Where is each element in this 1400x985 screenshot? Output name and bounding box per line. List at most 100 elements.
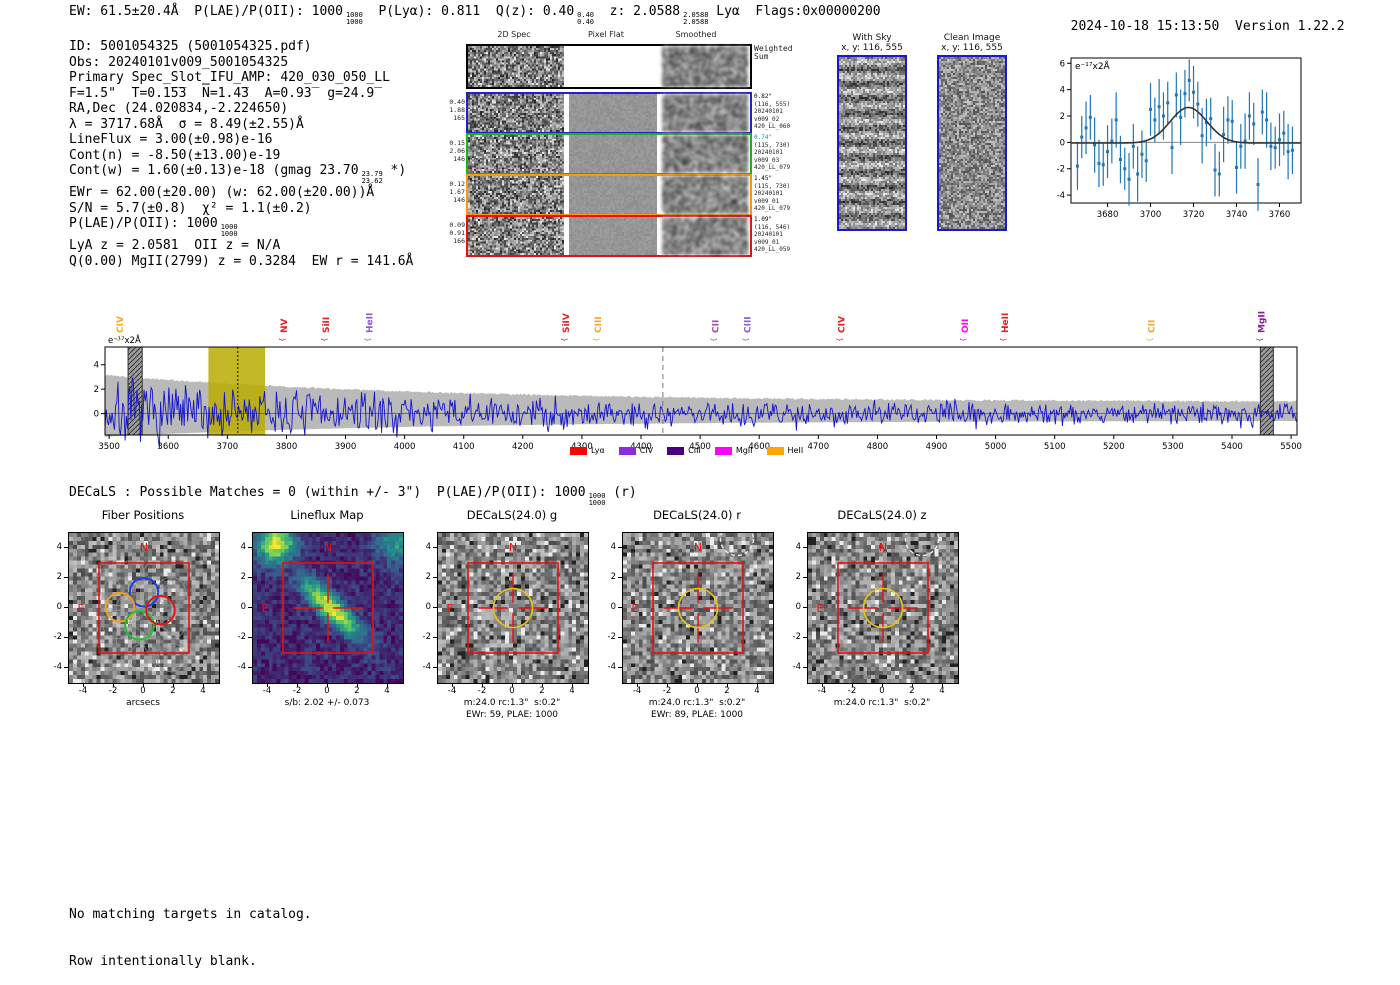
info-line-10-text-0: EWr = 62.00(±20.00) (w: 62.00(±20.00))Å: [69, 185, 375, 200]
with-sky-title: With Sky: [852, 33, 892, 43]
cutout-row: Fiber Positions N E -4 -2 0 2 4 -4 -2 0 2 4 arcsecs Li…: [0, 508, 1400, 738]
info-line-14: Q(0.00) MgII(2799) z = 0.3284 EW r = 141…: [69, 254, 413, 270]
x-tick-mark: [512, 683, 513, 687]
spec2d-col-header-0: 2D Spec: [497, 30, 531, 39]
y-tick-label: 0: [425, 602, 431, 612]
spec2d-row-right-label: 0.82" (116, 555) 20240101 v009_02 420_LL_060: [754, 93, 791, 130]
y-tick-mark: [803, 607, 807, 608]
x-tick-label: 4: [569, 686, 575, 696]
decals-seg-suffix-0: (r): [605, 485, 637, 500]
y-tick-label: 4: [425, 542, 431, 552]
compass-north-label: N: [324, 541, 332, 554]
svg-text:3760: 3760: [1269, 210, 1291, 220]
legend-label: Lyα: [591, 446, 605, 455]
y-tick-label: 2: [425, 572, 431, 582]
x-tick-mark: [143, 683, 144, 687]
info-line-1: ID: 5001054325 (5001054325.pdf): [69, 39, 413, 55]
emission-line-label-OII: OII: [961, 319, 971, 333]
spectrum-plot-svg: 3500360037003800390040004100420043004400…: [94, 311, 1302, 452]
cutout-noise-lineflux-map: [253, 533, 403, 683]
svg-text:4600: 4600: [748, 442, 770, 452]
cutout-title-decals-g: DECaLS(24.0) g: [466, 508, 558, 522]
compass-east-label: E: [78, 602, 85, 615]
spec2d-row-left-label: 0.40 1.88 165: [449, 98, 465, 122]
x-tick-label: 4: [939, 686, 945, 696]
info-line-12-text-0: P(LAE)/P(OII): 1000: [69, 216, 218, 231]
svg-text:4900: 4900: [926, 442, 948, 452]
info-line-8-text-0: Cont(n) = -8.50(±13.00)e-19: [69, 147, 281, 163]
y-tick-mark: [618, 547, 622, 548]
spec2d-subimage: [662, 176, 748, 214]
x-tick-mark: [482, 683, 483, 687]
svg-text:3720: 3720: [1183, 210, 1205, 220]
y-tick-mark: [433, 547, 437, 548]
svg-text:5200: 5200: [1103, 442, 1125, 452]
cutout-title-lineflux-map: Lineflux Map: [290, 508, 364, 522]
y-tick-label: -2: [792, 632, 801, 642]
x-tick-mark: [452, 683, 453, 687]
info-line-6: λ = 3717.68Å σ = 8.49(±2.55)Å: [69, 117, 413, 133]
compass-east-label: E: [447, 602, 454, 615]
svg-text:0: 0: [1060, 138, 1065, 148]
x-tick-mark: [357, 683, 358, 687]
x-tick-label: 2: [909, 686, 915, 696]
x-tick-label: 0: [694, 686, 700, 696]
y-tick-label: -2: [607, 632, 616, 642]
info-line-5-text-0: RA,Dec (24.020834,-2.224650): [69, 101, 289, 116]
svg-text:3700: 3700: [217, 442, 239, 452]
info-line-3-text-0: Primary Spec_Slot_IFU_AMP: 420_030_050_L…: [69, 70, 390, 85]
info-line-8: Cont(n) = -8.50(±13.00)e-19: [69, 148, 413, 164]
y-tick-label: -2: [53, 632, 62, 642]
cutout-title-decals-z: DECaLS(24.0) z: [837, 508, 927, 522]
emission-line-label-CIII: CIII: [743, 316, 753, 333]
svg-text:3800: 3800: [276, 442, 298, 452]
x-tick-label: -4: [632, 686, 642, 696]
y-tick-mark: [618, 577, 622, 578]
compass-east-label: E: [817, 602, 824, 615]
x-tick-mark: [882, 683, 883, 687]
compass-north-label: N: [509, 541, 517, 554]
spec2d-row-left-label: 0.09 0.91 166: [449, 221, 465, 245]
header-seg-text-2: P(Lyα): 0.811: [378, 4, 481, 19]
info-line-7-text-0: LineFlux = 3.00(±0.98)e-16: [69, 132, 273, 147]
spec2d-row-right-label: Weighted Sum: [754, 44, 793, 61]
cutout-overlay-decals-r: NE: [632, 533, 755, 654]
svg-text:6: 6: [1060, 59, 1065, 69]
x-tick-label: -2: [477, 686, 487, 696]
clean-image-panel: Clean Image x, y: 116, 555: [922, 33, 1022, 231]
svg-text:4500: 4500: [689, 442, 711, 452]
spec2d-col-header-2: Smoothed: [675, 30, 717, 39]
x-tick-mark: [203, 683, 204, 687]
info-line-13-text-0: LyA z = 2.0581 OII z = N/A: [69, 238, 281, 253]
svg-text:{: {: [959, 338, 967, 342]
full-spectrum-chart: 3500360037003800390040004100420043004400…: [60, 298, 1345, 464]
x-tick-label: -4: [817, 686, 827, 696]
y-tick-label: 2: [240, 572, 246, 582]
info-line-11-text-0: S/N = 5.7(±0.8) χ² = 1.1(±0.2): [69, 200, 312, 216]
y-tick-mark: [64, 667, 68, 668]
spec2d-col-header-1: Pixel Flat: [588, 30, 624, 39]
svg-text:5500: 5500: [1280, 442, 1302, 452]
report-date: 2024-10-18 15:13:50: [1070, 19, 1220, 34]
cutout-xlabel-decals-r: m:24.0 rc:1.3" s:0.2": [648, 698, 746, 708]
y-tick-mark: [64, 607, 68, 608]
y-tick-mark: [64, 637, 68, 638]
x-tick-label: 2: [724, 686, 730, 696]
svg-text:5300: 5300: [1162, 442, 1184, 452]
legend-swatch: [667, 446, 685, 455]
svg-text:3900: 3900: [335, 442, 357, 452]
x-tick-mark: [757, 683, 758, 687]
aperture-box: [282, 562, 374, 654]
report-datetime: 2024-10-18 15:13:50 Version 1.22.2: [1055, 4, 1345, 34]
spec2d-row-strip: [466, 174, 752, 216]
cutout-overlay-decals-z: NE: [817, 533, 940, 654]
info-line-14-text-0: Q(0.00) MgII(2799) z = 0.3284 EW r = 141…: [69, 253, 414, 269]
x-tick-mark: [822, 683, 823, 687]
header-seg-suffix-4: Lyα: [708, 4, 740, 19]
with-sky-image: [837, 55, 907, 231]
spec2d-row-right-label: 1.45" (115, 730) 20240101 v009_01 420_LL_079: [754, 175, 791, 212]
info-line-5: RA,Dec (24.020834,-2.224650): [69, 101, 413, 117]
svg-text:-2: -2: [1057, 165, 1065, 175]
info-line-7: LineFlux = 3.00(±0.98)e-16: [69, 132, 413, 148]
